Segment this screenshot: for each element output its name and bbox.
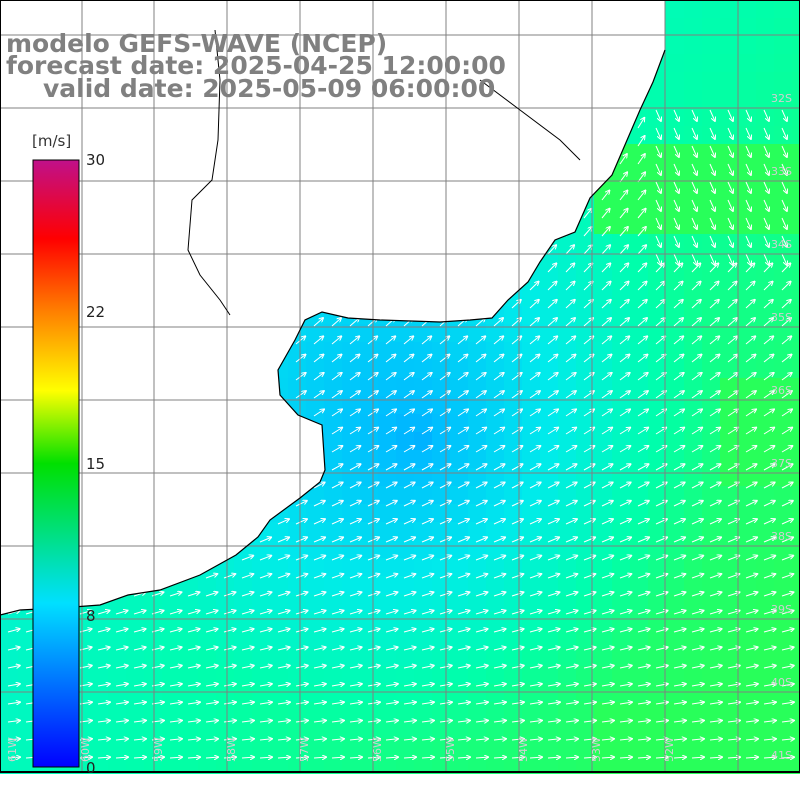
colorbar	[32, 159, 80, 768]
colorbar-unit: [m/s]	[32, 132, 72, 150]
lat-label: 38S	[771, 530, 792, 543]
land-mask	[0, 0, 665, 615]
map-grid	[0, 0, 800, 772]
lon-label: 59W	[152, 737, 165, 762]
lon-label: 55W	[444, 737, 457, 762]
lon-label: 53W	[590, 737, 603, 762]
lat-label: 39S	[771, 603, 792, 616]
title-line-3: valid date: 2025-05-09 06:00:00	[43, 74, 496, 103]
lon-label: 58W	[225, 737, 238, 762]
lat-label: 40S	[771, 676, 792, 689]
title-line-1: modelo GEFS-WAVE (NCEP)	[6, 29, 388, 58]
map-frame	[0, 0, 800, 773]
colorbar-tick-15: 15	[86, 455, 106, 473]
lat-label: 32S	[771, 92, 792, 105]
lon-label: 52W	[663, 737, 676, 762]
colorbar-tick-0: 0	[86, 759, 96, 777]
colorbar-tick-8: 8	[86, 607, 96, 625]
lat-label: 35S	[771, 311, 792, 324]
lon-label: 57W	[298, 737, 311, 762]
coastline	[0, 29, 666, 616]
title-line-2: forecast date: 2025-04-25 12:00:00	[6, 51, 506, 80]
colorbar-tick-30: 30	[86, 151, 106, 169]
map-axis-labels: 32S 33S 34S 35S 36S 37S 38S 39S 40S 41S 61W 60W 59W 5…	[6, 92, 792, 762]
lat-label: 41S	[771, 749, 792, 762]
lon-label: 61W	[6, 737, 19, 762]
colorbar-tick-22: 22	[86, 303, 106, 321]
lon-label: 60W	[79, 737, 92, 762]
lat-label: 37S	[771, 457, 792, 470]
lat-label: 34S	[771, 238, 792, 251]
lat-label: 33S	[771, 165, 792, 178]
lat-label: 36S	[771, 384, 792, 397]
lon-label: 54W	[517, 737, 530, 762]
wind-arrows	[7, 109, 794, 758]
lon-label: 56W	[371, 737, 384, 762]
